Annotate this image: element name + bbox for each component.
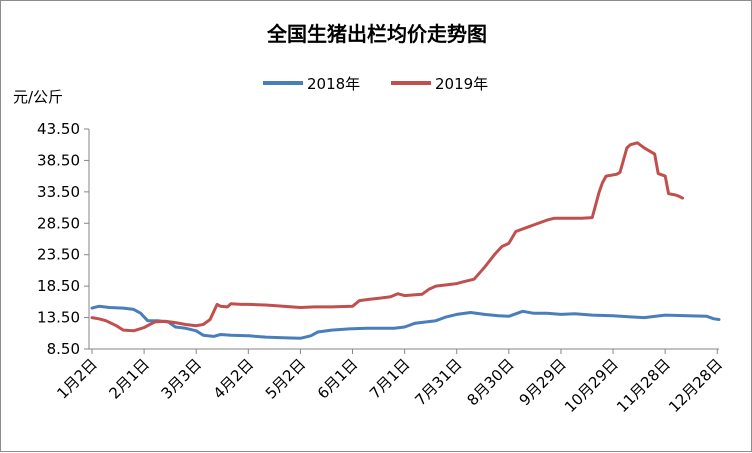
y-ticks: 43.50 38.50 33.50 28.50 23.50 18.50 13.50 8.50 [37, 120, 89, 358]
x-tick-label: 7月1日 [366, 355, 413, 402]
series-line-0 [90, 304, 721, 340]
y-tick-label: 28.50 [37, 214, 80, 232]
x-tick-label: 9月29日 [516, 355, 570, 409]
y-tick-label: 13.50 [37, 309, 80, 327]
y-tick-label: 8.50 [47, 340, 80, 358]
x-tick-label: 11月28日 [613, 355, 674, 416]
x-tick-label: 8月30日 [463, 355, 517, 409]
y-tick-label: 33.50 [37, 183, 80, 201]
y-tick-label: 23.50 [37, 246, 80, 264]
x-ticks: 1月2日 2月1日 3月3日 4月2日 5月2日 6月1日 7月1日7月31日8月30日9月… [53, 349, 726, 416]
x-tick-label: 2月1日 [105, 355, 152, 402]
legend-label-2019: 2019年 [435, 75, 488, 93]
series-lines [90, 141, 721, 340]
series-line-1 [90, 141, 684, 333]
x-tick-label: 7月31日 [411, 355, 465, 409]
x-tick-label: 10月29日 [561, 355, 622, 416]
y-tick-label: 43.50 [37, 120, 80, 138]
y-tick-label: 38.50 [37, 151, 80, 169]
x-tick-label: 4月2日 [210, 355, 257, 402]
chart-title: 全国生猪出栏均价走势图 [266, 22, 487, 46]
x-tick-label: 5月2日 [262, 355, 309, 402]
legend: 2018年 2019年 [263, 75, 488, 93]
legend-label-2018: 2018年 [307, 75, 360, 93]
x-tick-label: 12月28日 [665, 355, 726, 416]
y-tick-label: 18.50 [37, 277, 80, 295]
x-tick-label: 1月2日 [53, 355, 100, 402]
x-tick-label: 3月3日 [158, 355, 205, 402]
x-tick-label: 6月1日 [314, 355, 361, 402]
y-unit-label: 元/公斤 [13, 88, 63, 106]
